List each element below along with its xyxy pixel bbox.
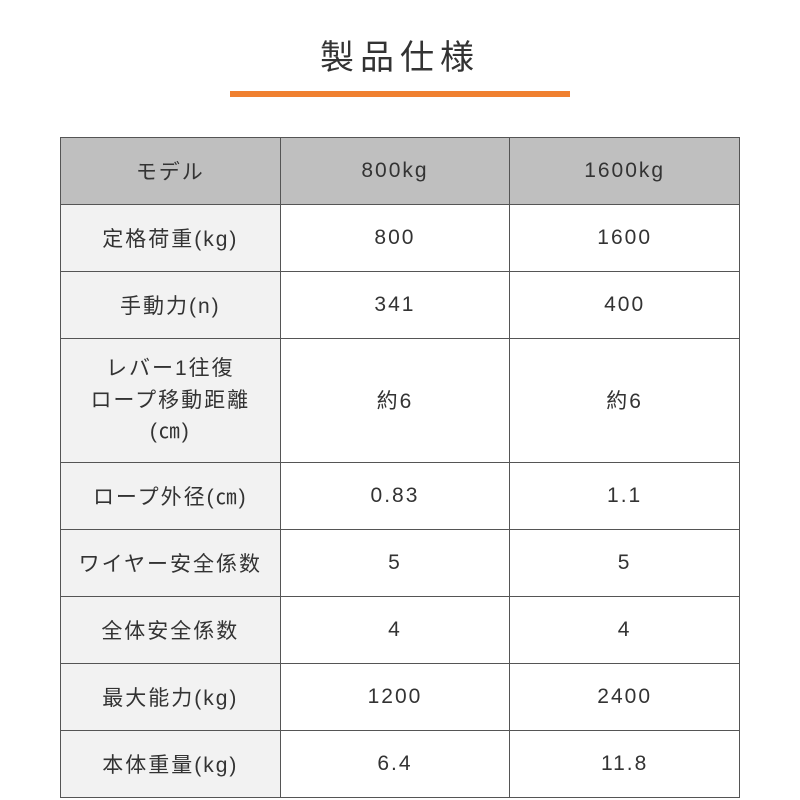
row-label: ロープ外径(㎝) — [61, 462, 281, 529]
cell-value: 5 — [280, 529, 510, 596]
table-row: 手動力(n)341400 — [61, 272, 740, 339]
cell-value: 1600 — [510, 205, 740, 272]
cell-value: 5 — [510, 529, 740, 596]
cell-value: 11.8 — [510, 730, 740, 797]
row-label: 本体重量(kg) — [61, 730, 281, 797]
row-label: 手動力(n) — [61, 272, 281, 339]
table-body: 定格荷重(kg)8001600手動力(n)341400レバー1往復ロープ移動距離… — [61, 205, 740, 798]
col-header-1600kg: 1600kg — [510, 138, 740, 205]
table-row: レバー1往復ロープ移動距離(㎝)約6約6 — [61, 339, 740, 463]
title-underline — [230, 91, 570, 97]
cell-value: 2400 — [510, 663, 740, 730]
cell-value: 341 — [280, 272, 510, 339]
cell-value: 400 — [510, 272, 740, 339]
spec-table: モデル 800kg 1600kg 定格荷重(kg)8001600手動力(n)34… — [60, 137, 740, 798]
col-header-800kg: 800kg — [280, 138, 510, 205]
cell-value: 6.4 — [280, 730, 510, 797]
row-label: 最大能力(kg) — [61, 663, 281, 730]
cell-value: 0.83 — [280, 462, 510, 529]
table-row: ロープ外径(㎝)0.831.1 — [61, 462, 740, 529]
table-header-row: モデル 800kg 1600kg — [61, 138, 740, 205]
cell-value: 4 — [510, 596, 740, 663]
cell-value: 1200 — [280, 663, 510, 730]
cell-value: 1.1 — [510, 462, 740, 529]
row-label: ワイヤー安全係数 — [61, 529, 281, 596]
col-header-model: モデル — [61, 138, 281, 205]
cell-value: 4 — [280, 596, 510, 663]
row-label: 定格荷重(kg) — [61, 205, 281, 272]
cell-value: 約6 — [280, 339, 510, 463]
cell-value: 約6 — [510, 339, 740, 463]
row-label: 全体安全係数 — [61, 596, 281, 663]
table-row: 定格荷重(kg)8001600 — [61, 205, 740, 272]
cell-value: 800 — [280, 205, 510, 272]
table-row: ワイヤー安全係数55 — [61, 529, 740, 596]
row-label: レバー1往復ロープ移動距離(㎝) — [61, 339, 281, 463]
table-row: 本体重量(kg)6.411.8 — [61, 730, 740, 797]
table-row: 全体安全係数44 — [61, 596, 740, 663]
page-title: 製品仕様 — [320, 30, 480, 79]
table-row: 最大能力(kg)12002400 — [61, 663, 740, 730]
